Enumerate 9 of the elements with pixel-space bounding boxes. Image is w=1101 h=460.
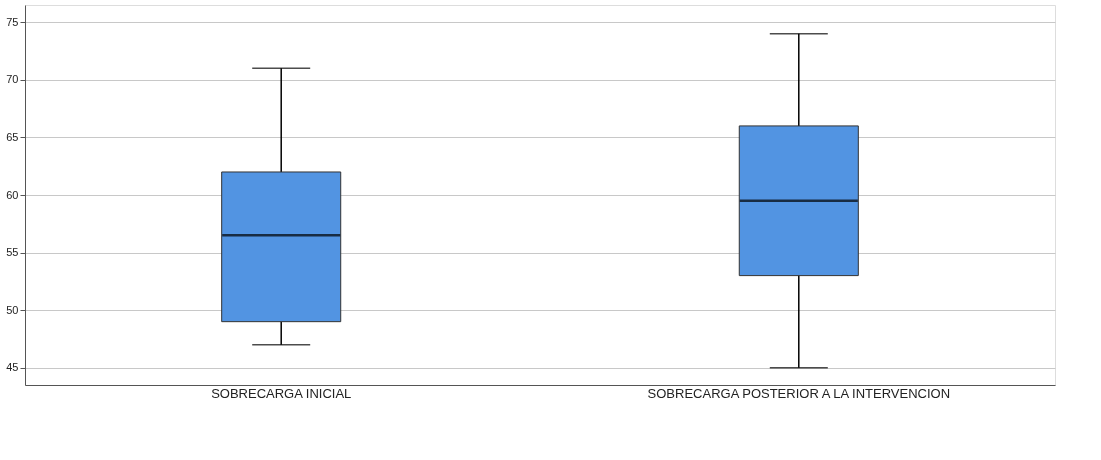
y-tick-label: 60 bbox=[6, 188, 19, 201]
x-tick-label: SOBRECARGA POSTERIOR A LA INTERVENCION bbox=[647, 385, 951, 401]
x-tick-label: SOBRECARGA INICIAL bbox=[211, 385, 352, 401]
y-tick-label: 50 bbox=[6, 303, 19, 316]
y-tick-label: 55 bbox=[6, 246, 19, 259]
y-tick-label: 65 bbox=[6, 130, 19, 143]
y-tick-label: 70 bbox=[6, 73, 19, 86]
y-tick-label: 75 bbox=[6, 15, 19, 28]
y-tick-label: 45 bbox=[6, 361, 19, 374]
